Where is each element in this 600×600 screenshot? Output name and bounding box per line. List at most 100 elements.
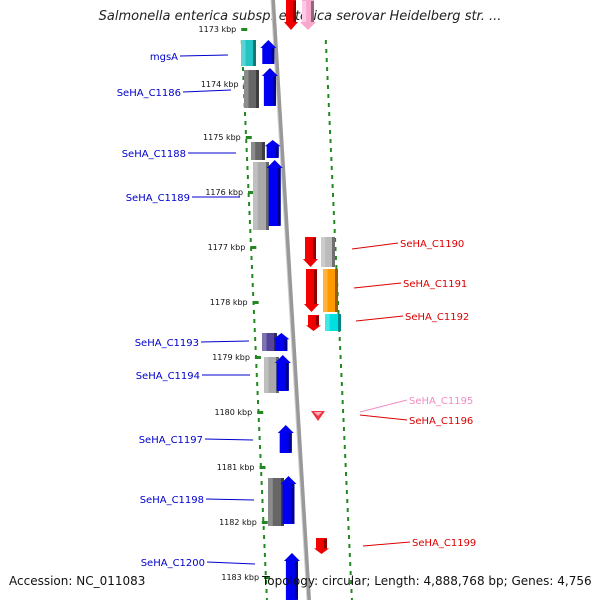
gene-label-seha-c1189[interactable]: SeHA_C1189 — [126, 193, 190, 204]
outer-ring-dot — [334, 247, 337, 251]
inner-ring-dot — [246, 166, 249, 170]
inner-ring-dot — [250, 256, 253, 260]
gene-arrow-shade — [294, 561, 298, 599]
gene-label-seha-c1199[interactable]: SeHA_C1199 — [412, 538, 476, 549]
gene-label-seha-c1200[interactable]: SeHA_C1200 — [141, 558, 205, 569]
scale-tick-label: 1173 kbp — [199, 25, 237, 34]
gene-arrow-top-partial-pale[interactable] — [300, 0, 316, 30]
gene-label-seha-c1196[interactable]: SeHA_C1196 — [409, 416, 473, 427]
outer-ring-dot — [333, 220, 336, 224]
outer-ring-dot — [329, 130, 332, 134]
outer-ring-dot — [339, 364, 342, 368]
inner-ring-dot — [251, 274, 254, 278]
gene-arrow-seha-c1188[interactable] — [264, 140, 281, 158]
label-leader-seha-c1190 — [351, 242, 399, 250]
cog-box-fill — [244, 70, 259, 108]
outer-ring-dot — [339, 355, 342, 359]
gene-label-seha-c1193[interactable]: SeHA_C1193 — [135, 338, 199, 349]
cog-box-fill — [251, 142, 265, 160]
scale-tick-label: 1174 kbp — [201, 80, 239, 89]
inner-ring-dot — [249, 229, 252, 233]
gene-arrow-seha-c1189[interactable] — [266, 160, 283, 226]
inner-ring-dot — [252, 310, 255, 314]
gene-arrow-seha-c1193[interactable] — [273, 333, 290, 351]
gene-arrow-seha-c1200[interactable] — [283, 553, 300, 600]
gene-label-seha-c1197[interactable]: SeHA_C1197 — [139, 435, 203, 446]
outer-ring-dot — [340, 373, 343, 377]
outer-ring-dot — [337, 301, 340, 305]
gene-arrow-seha-c1186[interactable] — [261, 68, 278, 106]
outer-ring-dot — [339, 346, 342, 350]
gene-arrow-top-partial[interactable] — [284, 0, 298, 30]
cog-box-fill — [262, 333, 277, 351]
gene-arrow-seha-c1192[interactable] — [306, 315, 321, 331]
inner-ring-dot — [254, 337, 257, 341]
gene-label-seha-c1192[interactable]: SeHA_C1192 — [405, 312, 469, 323]
gene-arrow-highlight — [276, 363, 281, 390]
inner-ring-dot — [255, 364, 258, 368]
cog-box-mgsa — [241, 40, 256, 66]
gene-arrow-shade — [314, 270, 317, 304]
outer-ring-dot — [345, 490, 348, 494]
genome-title: Salmonella enterica subsp. enterica sero… — [98, 9, 502, 24]
outer-ring-dot — [345, 472, 348, 476]
outer-ring-dot — [343, 445, 346, 449]
outer-ring-dot — [332, 211, 335, 215]
gene-arrow-shade — [271, 48, 275, 63]
gene-arrow-seha-c1198[interactable] — [280, 476, 297, 524]
outer-ring-dot — [333, 229, 336, 233]
inner-ring-dot — [246, 175, 249, 179]
gene-arrow-highlight — [316, 539, 320, 549]
scale-tick-mark — [252, 301, 259, 304]
gene-arrow-seha-c1196[interactable] — [311, 411, 325, 421]
scale-tick-label: 1176 kbp — [205, 188, 243, 197]
inner-ring-dot — [258, 436, 261, 440]
gene-label-seha-c1190[interactable]: SeHA_C1190 — [400, 239, 464, 250]
outer-ring-dot — [332, 193, 335, 197]
label-leader-seha-c1199 — [362, 541, 411, 547]
inner-ring-dot — [249, 238, 252, 242]
cog-box-seha-c1193 — [262, 333, 277, 351]
inner-ring-dot — [257, 400, 259, 404]
cog-box-shade — [256, 70, 259, 108]
inner-ring-dot — [259, 445, 262, 449]
cog-box-fill — [325, 314, 341, 331]
gene-arrow-shade — [284, 339, 288, 350]
gene-label-seha-c1191[interactable]: SeHA_C1191 — [403, 279, 467, 290]
gene-label-seha-c1195[interactable]: SeHA_C1195 — [409, 396, 473, 407]
gene-arrow-mgsa[interactable] — [260, 40, 277, 64]
gene-arrow-shade — [293, 1, 296, 22]
outer-ring-dot — [329, 148, 332, 152]
gene-arrow-seha-c1191[interactable] — [304, 269, 319, 312]
inner-ring-dot — [244, 130, 247, 134]
inner-ring-dot — [265, 598, 268, 600]
cog-box-highlight — [262, 333, 267, 351]
gene-arrow-seha-c1199[interactable] — [314, 538, 329, 554]
outer-ring-dot — [342, 427, 345, 431]
scale-ticks: 1173 kbp 1174 kbp 1175 kbp 1176 kbp 1177 kbp… — [199, 25, 271, 582]
outer-ring-dot — [325, 58, 328, 62]
outer-ring-dot — [344, 463, 347, 467]
scale-tick-label: 1177 kbp — [208, 243, 246, 252]
cog-box-highlight — [321, 237, 326, 267]
gene-label-seha-c1198[interactable]: SeHA_C1198 — [140, 495, 204, 506]
cog-box-fill — [264, 357, 279, 393]
gene-label-mgsa[interactable]: mgsA — [150, 52, 178, 63]
outer-ring-dot — [326, 76, 329, 80]
gene-arrow-seha-c1194[interactable] — [274, 355, 291, 391]
inner-ring-dot — [254, 346, 257, 350]
gene-label-seha-c1188[interactable]: SeHA_C1188 — [122, 149, 186, 160]
cog-box-shade — [335, 269, 338, 312]
outer-ring-dot — [328, 121, 331, 125]
gene-arrow-seha-c1197[interactable] — [277, 425, 294, 453]
cog-box-fill — [253, 162, 269, 230]
gene-label-seha-c1186[interactable]: SeHA_C1186 — [117, 88, 181, 99]
cog-box-shade — [332, 237, 335, 267]
label-leader-seha-c1191 — [353, 282, 402, 289]
gene-label-seha-c1194[interactable]: SeHA_C1194 — [136, 371, 200, 382]
gene-arrow-seha-c1190[interactable] — [303, 237, 318, 267]
scale-tick-mark — [261, 521, 268, 524]
cog-box-fill — [268, 478, 284, 526]
outer-ring-dot — [347, 526, 350, 530]
